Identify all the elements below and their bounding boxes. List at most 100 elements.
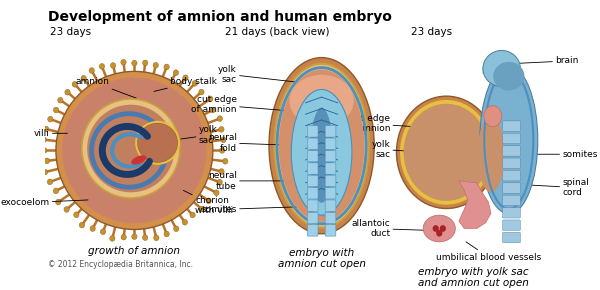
Ellipse shape	[223, 158, 228, 164]
Text: 21 days (back view): 21 days (back view)	[226, 27, 330, 37]
Ellipse shape	[90, 226, 95, 231]
Ellipse shape	[274, 64, 369, 228]
Ellipse shape	[290, 75, 353, 127]
Ellipse shape	[493, 62, 524, 90]
Text: amnion: amnion	[76, 77, 136, 98]
FancyBboxPatch shape	[307, 138, 318, 149]
Ellipse shape	[44, 158, 50, 164]
Ellipse shape	[423, 215, 455, 242]
Text: umbilical blood vessels: umbilical blood vessels	[436, 242, 541, 262]
FancyBboxPatch shape	[325, 225, 336, 236]
Ellipse shape	[121, 234, 127, 240]
Text: yolk
sac: yolk sac	[181, 126, 217, 145]
Ellipse shape	[82, 99, 180, 198]
Ellipse shape	[219, 169, 224, 174]
Text: cut edge
of amnion: cut edge of amnion	[191, 95, 284, 115]
Ellipse shape	[132, 60, 137, 66]
Ellipse shape	[436, 230, 442, 237]
Ellipse shape	[153, 62, 158, 68]
Ellipse shape	[41, 148, 47, 153]
Ellipse shape	[137, 123, 178, 163]
FancyBboxPatch shape	[307, 175, 318, 186]
Text: exocoelom: exocoelom	[1, 198, 88, 207]
Ellipse shape	[53, 107, 59, 113]
FancyBboxPatch shape	[325, 188, 336, 199]
FancyBboxPatch shape	[307, 225, 318, 236]
Text: villi: villi	[34, 129, 68, 138]
Text: neural
fold: neural fold	[208, 133, 304, 153]
Ellipse shape	[154, 235, 159, 241]
FancyBboxPatch shape	[325, 212, 336, 224]
FancyBboxPatch shape	[307, 212, 318, 224]
Ellipse shape	[42, 169, 47, 175]
FancyBboxPatch shape	[503, 121, 520, 131]
Ellipse shape	[440, 225, 446, 232]
Ellipse shape	[183, 75, 188, 81]
Ellipse shape	[404, 104, 489, 201]
Ellipse shape	[64, 206, 69, 212]
Text: heart: heart	[481, 67, 505, 107]
Ellipse shape	[199, 206, 205, 212]
Ellipse shape	[58, 97, 63, 103]
Ellipse shape	[214, 190, 219, 195]
Ellipse shape	[131, 155, 146, 164]
FancyBboxPatch shape	[307, 126, 318, 137]
Ellipse shape	[87, 105, 175, 192]
Text: embryo with yolk sac
and amnion cut open: embryo with yolk sac and amnion cut open	[418, 267, 529, 288]
Ellipse shape	[74, 212, 79, 218]
Text: somites: somites	[202, 205, 334, 214]
FancyBboxPatch shape	[503, 232, 520, 243]
FancyBboxPatch shape	[503, 158, 520, 168]
Ellipse shape	[199, 89, 204, 95]
Ellipse shape	[269, 58, 374, 234]
Text: somites: somites	[523, 150, 598, 159]
Ellipse shape	[47, 179, 53, 185]
Text: allantoic
duct: allantoic duct	[352, 219, 430, 238]
Ellipse shape	[62, 78, 206, 223]
FancyBboxPatch shape	[503, 133, 520, 144]
Text: 23 days: 23 days	[50, 27, 91, 37]
Ellipse shape	[110, 235, 115, 241]
Ellipse shape	[100, 229, 106, 235]
Text: yolk
sac: yolk sac	[371, 140, 430, 159]
FancyBboxPatch shape	[325, 151, 336, 162]
Ellipse shape	[484, 106, 502, 127]
Ellipse shape	[221, 137, 226, 143]
Ellipse shape	[164, 64, 169, 70]
Ellipse shape	[65, 89, 70, 95]
FancyBboxPatch shape	[325, 163, 336, 174]
Text: brain: brain	[509, 57, 578, 66]
FancyBboxPatch shape	[307, 200, 318, 211]
Ellipse shape	[206, 198, 211, 204]
FancyBboxPatch shape	[325, 138, 336, 149]
Ellipse shape	[182, 219, 188, 225]
Text: embryo with
amnion cut open: embryo with amnion cut open	[278, 248, 365, 269]
FancyBboxPatch shape	[503, 220, 520, 230]
Ellipse shape	[190, 212, 195, 218]
Ellipse shape	[121, 59, 126, 65]
Ellipse shape	[291, 90, 352, 215]
FancyBboxPatch shape	[503, 208, 520, 218]
Ellipse shape	[208, 96, 213, 102]
Ellipse shape	[173, 70, 179, 76]
Ellipse shape	[81, 75, 86, 81]
Ellipse shape	[192, 81, 197, 86]
FancyBboxPatch shape	[307, 163, 318, 174]
Ellipse shape	[433, 225, 439, 232]
Text: cut edge
of amnion: cut edge of amnion	[345, 114, 430, 133]
Text: spinal
cord: spinal cord	[523, 178, 589, 197]
Text: yolk
sac: yolk sac	[218, 65, 295, 84]
Ellipse shape	[110, 63, 116, 68]
FancyBboxPatch shape	[503, 195, 520, 206]
Ellipse shape	[397, 96, 496, 209]
Ellipse shape	[47, 116, 53, 122]
Ellipse shape	[99, 64, 104, 69]
FancyBboxPatch shape	[307, 188, 318, 199]
Ellipse shape	[43, 126, 49, 132]
Ellipse shape	[89, 68, 94, 73]
Ellipse shape	[164, 231, 169, 237]
Text: growth of amnion: growth of amnion	[88, 246, 181, 255]
FancyBboxPatch shape	[503, 171, 520, 181]
Ellipse shape	[79, 222, 85, 228]
FancyBboxPatch shape	[325, 200, 336, 211]
